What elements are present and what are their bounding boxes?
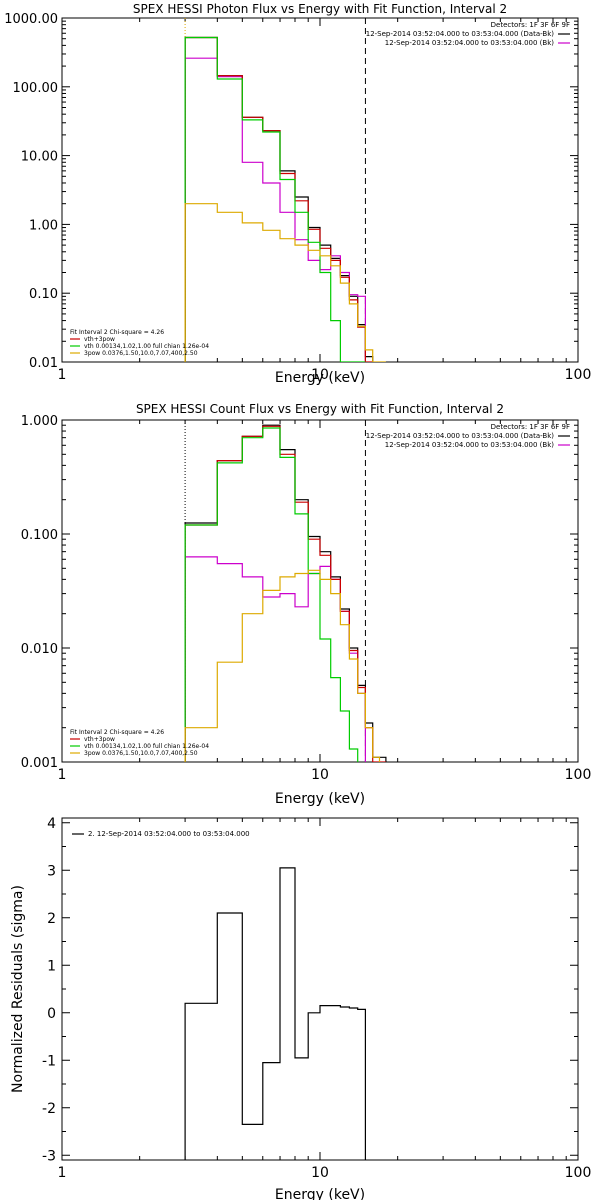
legend-entry-label: 12-Sep-2014 03:52:04.000 to 03:53:04.000…: [385, 441, 555, 449]
legend-detectors: Detectors: 1F 3F 6F 9F: [491, 423, 570, 431]
x-tick-label: 100: [565, 367, 592, 383]
y-tick-label: 0.010: [21, 642, 58, 657]
legend-fit-interval: Fit Interval 2 Chi-square = 4.26: [70, 329, 164, 336]
x-tick-label: 1: [58, 767, 67, 783]
x-tick-label: 100: [565, 767, 592, 783]
series-line-4: [184, 36, 366, 362]
legend-entry-label: vth 0.00134,1.02,1.00 full chian 1.26e-0…: [84, 343, 209, 350]
series-group: [184, 424, 387, 762]
chart-title: SPEX HESSI Count Flux vs Energy with Fit…: [136, 402, 504, 416]
legend-entry-label: vth+3pow: [84, 336, 115, 343]
y-tick-label: 2: [47, 911, 56, 927]
series-group: [184, 867, 366, 1160]
y-tick-label: -1: [42, 1053, 56, 1069]
x-tick-label: 10: [311, 1165, 329, 1181]
y-tick-label: 1000.00: [4, 12, 58, 27]
y-tick-label: 0.100: [21, 528, 58, 543]
y-tick-label: 10.00: [21, 150, 58, 165]
legend-entry-label: 3pow 0.0376,1.50,10.0,7.07,400,2.50: [84, 750, 198, 757]
x-tick-label: 100: [565, 1165, 592, 1181]
series-line-3: [184, 36, 373, 362]
chart-panel-1: 1 10 100 Energy (keV) 0.01 0.10 1.00 10.00 100.0…: [4, 2, 591, 386]
legend-entry-label: 12-Sep-2014 03:52:04.000 to 03:53:04.000…: [366, 432, 555, 440]
y-tick-label: 100.00: [13, 81, 59, 96]
plot-frame: [61, 817, 579, 1161]
legend-entry-label: vth+3pow: [84, 736, 115, 743]
x-tick-label: 1: [58, 367, 67, 383]
y-tick-label: 0.001: [21, 756, 58, 771]
series-line-2: [184, 556, 366, 762]
x-axis-label: Energy (keV): [275, 370, 365, 386]
y-axis-label: Normalized Residuals (sigma): [10, 885, 26, 1093]
y-tick-label: -3: [42, 1148, 56, 1164]
series-line-5: [184, 203, 386, 362]
y-tick-label: 3: [47, 863, 56, 879]
x-tick-label: 10: [311, 767, 329, 783]
y-tick-label: 4: [47, 816, 56, 832]
y-tick-label: 1: [47, 958, 56, 974]
series-line-5: [184, 569, 381, 762]
plot-frame: [61, 17, 579, 363]
chart-panel-3: 1 10 100 Energy (keV) -3 -2 -1 0 1 2 3 4 Normalized …: [10, 816, 591, 1200]
legend-detectors: Detectors: 1F 3F 6F 9F: [491, 21, 570, 29]
series-group: [184, 36, 386, 362]
y-tick-label: -2: [42, 1101, 56, 1117]
chart-title: SPEX HESSI Photon Flux vs Energy with Fi…: [133, 2, 507, 16]
legend-entry-label: 12-Sep-2014 03:52:04.000 to 03:53:04.000…: [366, 30, 555, 38]
series-line-2: [184, 57, 366, 362]
legend-entry-label: 2. 12-Sep-2014 03:52:04.000 to 03:53:04.…: [88, 830, 250, 838]
y-tick-label: 0: [47, 1006, 56, 1022]
legend-entry-label: vth 0.00134,1.02,1.00 full chian 1.26e-0…: [84, 743, 209, 750]
x-tick-label: 10: [311, 367, 329, 383]
y-tick-label: 0.01: [29, 356, 58, 371]
x-axis-label: Energy (keV): [275, 1187, 365, 1200]
legend-entry-label: 3pow 0.0376,1.50,10.0,7.07,400,2.50: [84, 350, 198, 357]
y-tick-label: 1.000: [21, 414, 58, 429]
series-line-4: [184, 427, 359, 762]
x-tick-label: 1: [58, 1165, 67, 1181]
legend-entry-label: 12-Sep-2014 03:52:04.000 to 03:53:04.000…: [385, 39, 555, 47]
y-tick-label: 1.00: [29, 218, 58, 233]
series-line-1: [184, 36, 374, 362]
series-line-1: [184, 867, 366, 1160]
y-tick-label: 0.10: [29, 287, 58, 302]
x-axis-label: Energy (keV): [275, 791, 365, 807]
legend-fit-interval: Fit Interval 2 Chi-square = 4.26: [70, 729, 164, 736]
chart-panel-2: 1 10 100 Energy (keV) 0.001 0.010 0.100 1.000 SP…: [21, 402, 592, 807]
